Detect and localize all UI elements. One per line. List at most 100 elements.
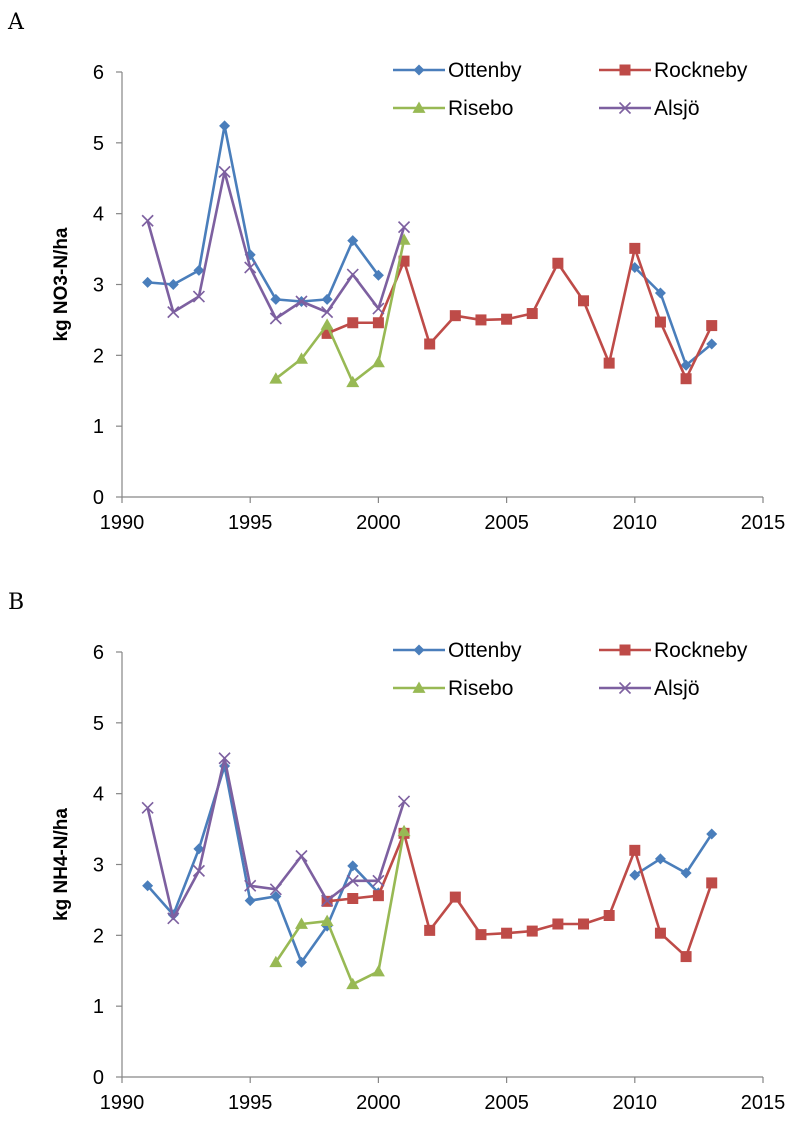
y-tick-label: 3 xyxy=(93,275,104,297)
legend-label: Ottenby xyxy=(448,639,522,662)
legend-item-rockneby: Rockneby xyxy=(599,59,748,82)
data-point-rockneby xyxy=(680,951,692,963)
y-tick-label: 5 xyxy=(93,133,104,155)
x-tick-label: 2015 xyxy=(741,512,786,534)
data-point-ottenby xyxy=(706,338,718,350)
series-line-ottenby xyxy=(147,124,380,303)
legend-marker xyxy=(619,64,631,76)
data-point-alsj xyxy=(372,874,385,887)
x-tick-label: 1990 xyxy=(100,512,145,534)
legend-marker xyxy=(619,644,631,656)
series-risebo xyxy=(269,824,411,990)
data-point-alsj xyxy=(167,306,180,319)
legend-marker xyxy=(412,681,426,693)
data-point-risebo xyxy=(320,914,334,927)
data-point-rockneby xyxy=(603,357,615,369)
data-point-rockneby xyxy=(706,320,718,332)
data-point-rockneby xyxy=(424,338,436,350)
data-point-rockneby xyxy=(372,317,384,329)
y-tick-label: 4 xyxy=(93,784,104,806)
data-point-rockneby xyxy=(449,310,461,322)
data-point-rockneby xyxy=(552,257,564,269)
data-point-rockneby xyxy=(475,314,487,326)
data-point-rockneby xyxy=(321,327,333,339)
y-tick-label: 5 xyxy=(93,713,104,735)
x-tick-label: 2010 xyxy=(613,1092,658,1114)
data-point-ottenby xyxy=(270,293,282,305)
data-point-rockneby xyxy=(706,877,718,889)
legend-marker xyxy=(412,101,426,113)
chart-panel-a: A 0 1 2 3 4 5 6 1990 1995 2000 2005 2010 2015 kg NO3-… xyxy=(0,0,792,560)
data-point-alsj xyxy=(141,801,154,814)
data-point-risebo xyxy=(371,964,385,977)
data-point-ottenby xyxy=(142,276,154,288)
data-point-rockneby xyxy=(578,295,590,307)
data-point-risebo xyxy=(269,372,283,384)
data-point-ottenby xyxy=(244,895,256,907)
data-point-rockneby xyxy=(629,242,641,254)
data-point-alsj xyxy=(218,752,231,765)
x-tick-label: 2005 xyxy=(484,512,529,534)
series-rockneby xyxy=(321,242,718,385)
legend-label: Risebo xyxy=(448,97,513,120)
data-point-rockneby xyxy=(475,929,487,941)
y-tick-label: 0 xyxy=(93,487,104,509)
data-point-alsj xyxy=(244,261,257,274)
data-point-ottenby xyxy=(321,293,333,305)
y-tick-label: 2 xyxy=(93,925,104,947)
chart-b-svg: 0 1 2 3 4 5 6 1990 1995 2000 2005 2010 2015 kg NH4-N/… xyxy=(51,639,785,1114)
y-tick-label: 6 xyxy=(93,62,104,84)
data-point-alsj xyxy=(244,879,257,892)
data-point-risebo xyxy=(294,352,308,364)
series-risebo xyxy=(269,233,411,388)
y-tick-label: 1 xyxy=(93,416,104,438)
legend-marker xyxy=(618,101,632,115)
legend-item-risebo: Risebo xyxy=(393,97,513,120)
data-point-rockneby xyxy=(680,373,692,385)
data-point-alsj xyxy=(167,912,180,925)
legend-marker xyxy=(413,64,425,76)
data-point-risebo xyxy=(371,355,385,368)
data-point-ottenby xyxy=(142,880,154,892)
data-point-alsj xyxy=(346,874,359,887)
data-point-rockneby xyxy=(578,918,590,930)
data-point-risebo xyxy=(269,955,283,968)
x-tick-label: 1990 xyxy=(100,1092,145,1114)
series-line-ottenby xyxy=(146,764,380,964)
x-tick-label: 1995 xyxy=(228,1092,273,1114)
data-point-risebo xyxy=(294,917,308,929)
data-point-ottenby xyxy=(167,279,179,290)
y-axis-title: kg NH4-N/ha xyxy=(51,808,72,921)
x-tick-label: 2000 xyxy=(356,1092,401,1114)
data-point-alsj xyxy=(192,290,205,303)
series-line-ottenby xyxy=(634,833,713,877)
data-point-alsj xyxy=(397,795,411,808)
y-tick-label: 6 xyxy=(93,642,104,664)
legend-label: Ottenby xyxy=(448,59,522,82)
data-point-ottenby xyxy=(654,853,666,865)
x-tick-label: 2000 xyxy=(356,512,401,534)
data-point-alsj xyxy=(346,268,359,281)
legend-item-risebo: Risebo xyxy=(393,677,513,700)
data-point-rockneby xyxy=(398,255,410,267)
series-line-rockneby xyxy=(326,247,713,381)
data-point-rockneby xyxy=(372,890,384,902)
y-tick-label: 1 xyxy=(93,996,104,1018)
data-point-alsj xyxy=(397,221,411,234)
y-tick-label: 3 xyxy=(93,855,104,877)
data-point-risebo xyxy=(397,233,411,245)
legend-label: Risebo xyxy=(448,677,513,700)
legend-label: Alsjö xyxy=(654,97,700,120)
chart-panel-b: B 0 1 2 3 4 5 6 1990 1995 2000 2005 2010 2015 kg NH4-… xyxy=(0,580,792,1140)
y-tick-label: 2 xyxy=(93,345,104,367)
data-point-rockneby xyxy=(526,308,538,320)
legend-item-alsj: Alsjö xyxy=(599,97,700,120)
data-point-rockneby xyxy=(347,893,359,904)
legend: Ottenby Rockneby Risebo Alsjö xyxy=(393,59,748,120)
legend-label: Alsjö xyxy=(654,677,700,700)
x-tick-label: 1995 xyxy=(228,512,273,534)
data-point-ottenby xyxy=(219,120,231,132)
data-point-ottenby xyxy=(680,867,692,879)
legend-item-ottenby: Ottenby xyxy=(393,59,522,82)
data-point-ottenby xyxy=(372,269,384,281)
